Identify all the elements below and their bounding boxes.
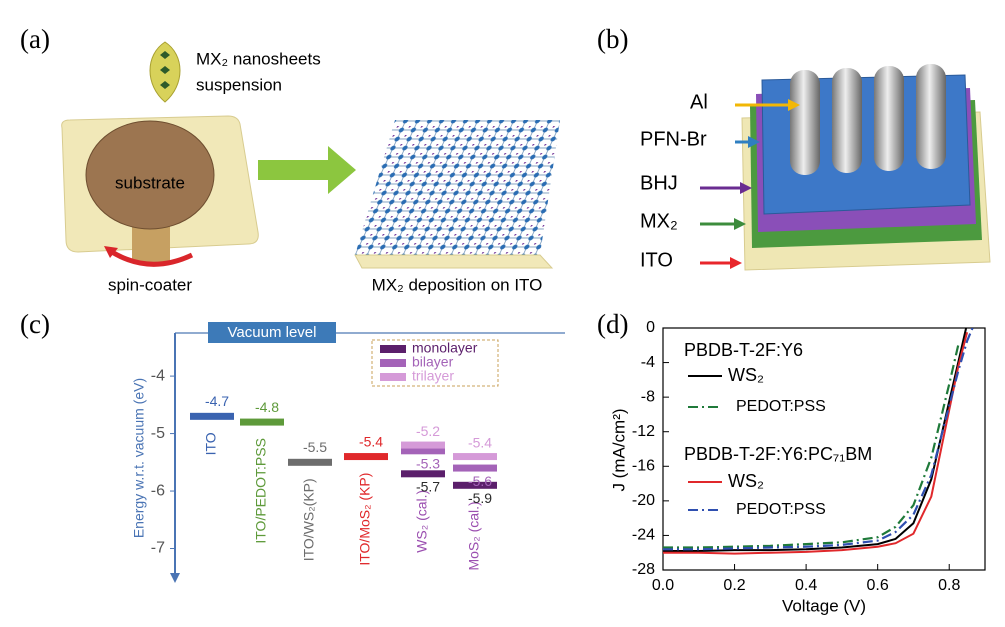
x-tick-label: 0.4 [795,577,817,594]
y-tick-label: -28 [632,561,655,578]
al-electrodes [790,64,946,175]
legend-label: WS₂ [728,365,764,385]
substrate-disk [85,120,215,230]
value-label: -5.9 [468,490,492,506]
spin-arrowhead [104,246,118,258]
process-arrow [258,146,356,194]
energy-bar [288,458,332,466]
energy-bar [453,481,497,489]
legend-title: PBDB-T-2F:Y6 [684,340,803,360]
jv-curve [663,328,968,552]
y-tick-label: -24 [632,527,655,544]
legend-label: monolayer [412,340,478,356]
x-tick-label: 0.0 [652,577,674,594]
jv-curve [663,332,969,555]
y-tick-label: -12 [632,423,655,440]
ito-substrate [354,254,554,269]
deposition-label: MX₂ deposition on ITO [372,275,543,294]
y-tick-label: -4 [641,354,655,371]
panel-label: (b) [597,24,628,54]
x-axis-label: Voltage (V) [782,596,866,615]
y-tick-label: 0 [646,319,655,336]
layer-label: ITO [640,249,673,271]
x-tick-label: 0.6 [867,577,889,594]
legend-title: PBDB-T-2F:Y6:PC₇₁BM [684,444,872,464]
jv-curve [663,345,960,549]
category-label: MoS₂ (cal.) [466,501,482,570]
y-axis-arrow [170,573,180,583]
legend-swatch [380,359,406,367]
legend-label: WS₂ [728,471,764,491]
layer-label: PFN-Br [640,128,707,150]
energy-bar [453,464,497,472]
y-axis-label: J (mA/cm²) [609,408,628,491]
layer-label: Al [690,91,708,113]
energy-bar [344,453,388,461]
layer-arrowhead [730,257,742,269]
y-tick-label: -6 [151,482,165,499]
energy-bar [240,418,284,426]
x-tick-label: 0.2 [723,577,745,594]
value-label: -5.3 [416,456,440,472]
layer-arrowhead [748,136,760,148]
panel-label: (d) [597,309,628,339]
y-tick-label: -4 [151,367,165,384]
value-label: -4.8 [255,399,279,415]
legend-label: PEDOT:PSS [736,501,826,518]
value-label: -5.2 [416,423,440,439]
layer-arrowhead [788,99,800,111]
value-label: -4.7 [205,393,229,409]
plot-frame [662,327,986,571]
legend-swatch [380,345,406,353]
value-label: -5.5 [303,439,327,455]
legend-box [371,339,499,387]
energy-bar [453,453,497,461]
y-tick-label: -16 [632,458,655,475]
annotation: Vacuum level [228,324,317,341]
value-label: -5.4 [468,434,492,450]
value-label: -5.7 [416,479,440,495]
nanosheet-icons [160,51,170,89]
panel-label: (a) [20,24,50,54]
x-tick-label: 0.8 [938,577,960,594]
spin-arrow [110,249,194,267]
category-label: ITO [203,432,219,455]
category-label: ITO/WS₂(KP) [301,478,317,561]
layer-label: BHJ [640,172,678,194]
jv-curve [663,328,974,551]
energy-bar [401,470,445,478]
y-tick-label: -7 [151,540,165,557]
y-tick-label: -20 [632,492,655,509]
category-label: ITO/PEDOT:PSS [253,438,269,544]
layer-arrowhead [740,182,752,194]
suspension-label: suspension [196,75,282,94]
mx2-lattice [355,120,560,255]
value-label: -5.4 [359,433,383,449]
annotation-box [208,322,336,343]
substrate-label: substrate [115,173,185,192]
energy-bar [401,441,445,449]
energy-bar [190,412,234,420]
legend-label: trilayer [412,368,454,384]
category-label: ITO/MoS₂ (KP) [357,473,373,566]
y-axis-label: Energy w.r.t. vacuum (eV) [131,378,147,538]
legend-swatch [380,373,406,381]
suspension-label: MX₂ nanosheets [196,49,321,68]
energy-bar [401,447,445,455]
panel-label: (c) [20,309,50,339]
legend-label: bilayer [412,354,454,370]
y-tick-label: -5 [151,425,165,442]
spin-coater-label: spin-coater [108,275,192,294]
layer-label: MX₂ [640,210,678,232]
y-tick-label: -8 [641,388,655,405]
value-label: -5.6 [468,473,492,489]
category-label: WS₂ (cal.) [414,490,430,553]
legend-label: PEDOT:PSS [736,398,826,415]
layer-arrowhead [734,218,746,230]
